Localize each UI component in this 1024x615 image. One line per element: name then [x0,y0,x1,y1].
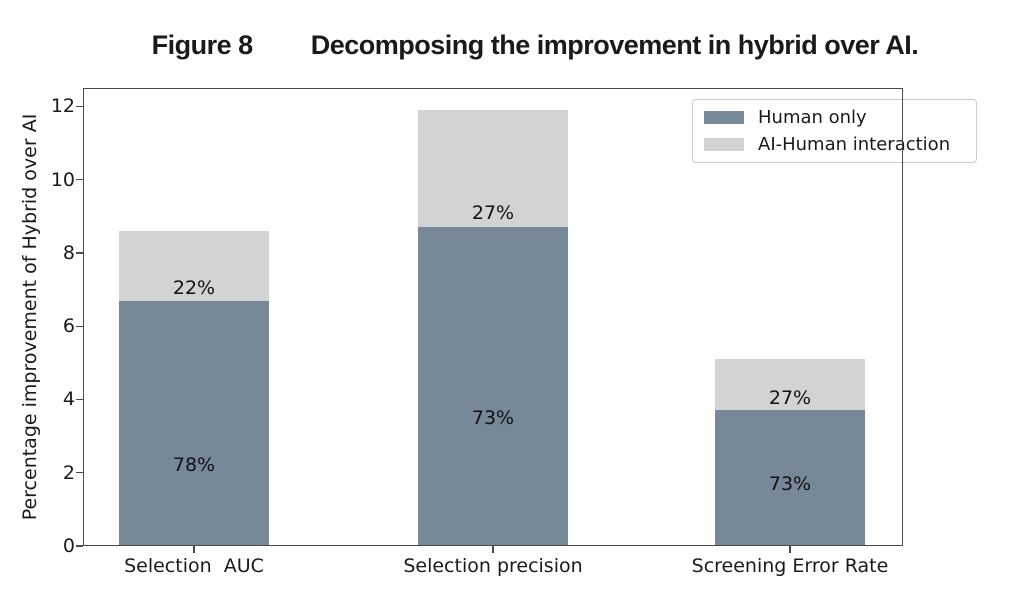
bar-value-label: 27% [471,201,515,224]
legend-swatch-human-only [704,111,744,124]
bar-segment-ai-human-interaction [119,230,269,301]
legend-entry-human-only: Human only [704,106,976,128]
bar-segment-human-only [119,300,269,546]
x-tick-label: Screening Error Rate [691,555,889,577]
x-tick-label: Selection AUC [124,555,264,577]
legend-label-human-only: Human only [758,106,867,128]
bar-value-label: 27% [768,386,812,409]
x-tick-label: Selection precision [403,555,583,577]
bar-value-label: 73% [768,472,812,495]
x-tick-mark [193,546,195,553]
bar-segment-human-only [715,410,865,546]
y-tick-mark [76,179,83,181]
y-tick-label: 2 [62,461,75,484]
y-tick-mark [76,472,83,474]
figure-title: Figure 8 Decomposing the improvement in h… [0,30,1024,61]
y-tick-label: 0 [62,535,75,557]
bar-value-label: 73% [471,406,515,429]
y-tick-mark [76,252,83,254]
y-tick-mark [76,105,83,108]
legend-label-ai-human-interaction: AI-Human interaction [758,133,951,155]
y-tick-label: 8 [62,241,75,264]
bar-value-label: 22% [172,276,216,299]
title-gap [253,30,311,61]
x-tick-mark [492,546,494,553]
y-tick-label: 12 [50,95,75,118]
legend-entry-ai-human-interaction: AI-Human interaction [704,133,976,155]
y-tick-label: 10 [50,168,75,191]
bar-value-label: 78% [172,454,216,477]
figure-number: Figure 8 [151,30,254,60]
x-tick-mark [789,546,791,553]
y-tick-mark [76,398,83,401]
bar-segment-ai-human-interaction [418,109,568,228]
legend: Human only AI-Human interaction [692,99,977,163]
bar-segment-human-only [418,227,568,546]
legend-swatch-ai-human-interaction [704,138,744,151]
y-tick-label: 4 [62,388,75,411]
y-tick-mark [76,545,83,547]
y-tick-mark [76,325,83,327]
title-text: Decomposing the improvement in hybrid ov… [310,30,919,60]
y-tick-label: 6 [62,315,75,338]
bar-segment-ai-human-interaction [715,359,865,411]
